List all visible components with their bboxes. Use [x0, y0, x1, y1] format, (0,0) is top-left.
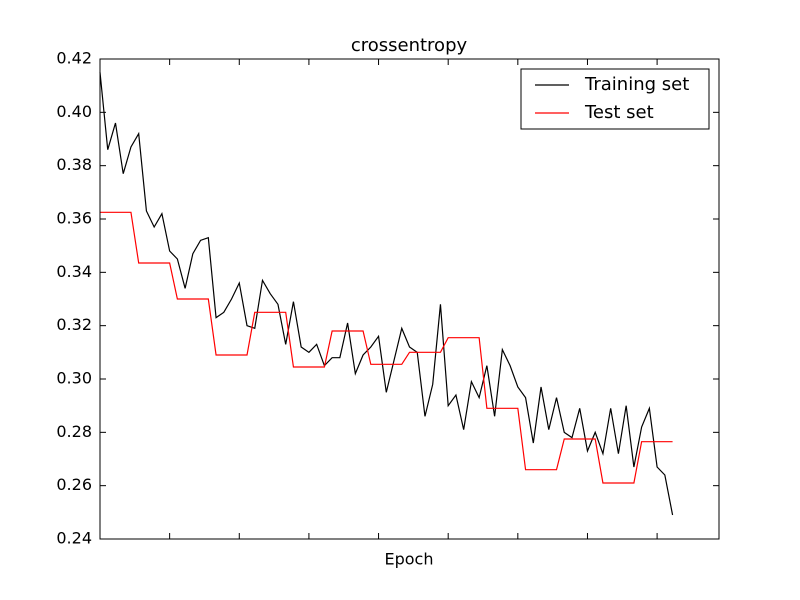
y-tick-label: 0.28	[56, 422, 92, 441]
y-tick-label: 0.34	[56, 262, 92, 281]
legend-box	[520, 68, 710, 130]
series-line	[100, 211, 673, 484]
legend-label: Test set	[584, 102, 654, 123]
y-tick-label: 0.42	[56, 49, 92, 68]
legend-label: Training set	[584, 74, 689, 95]
series-line	[99, 72, 674, 516]
y-tick-label: 0.26	[56, 475, 92, 494]
y-tick-label: 0.24	[56, 529, 92, 548]
y-tick-label: 0.36	[56, 209, 92, 228]
x-axis-label: Epoch	[385, 550, 434, 569]
y-tick-label: 0.38	[56, 155, 92, 174]
y-tick-label: 0.32	[56, 315, 92, 334]
y-tick-label: 0.40	[56, 102, 92, 121]
plot-frame	[99, 58, 720, 540]
chart-title: crossentropy	[351, 35, 468, 56]
y-tick-label: 0.30	[56, 369, 92, 388]
